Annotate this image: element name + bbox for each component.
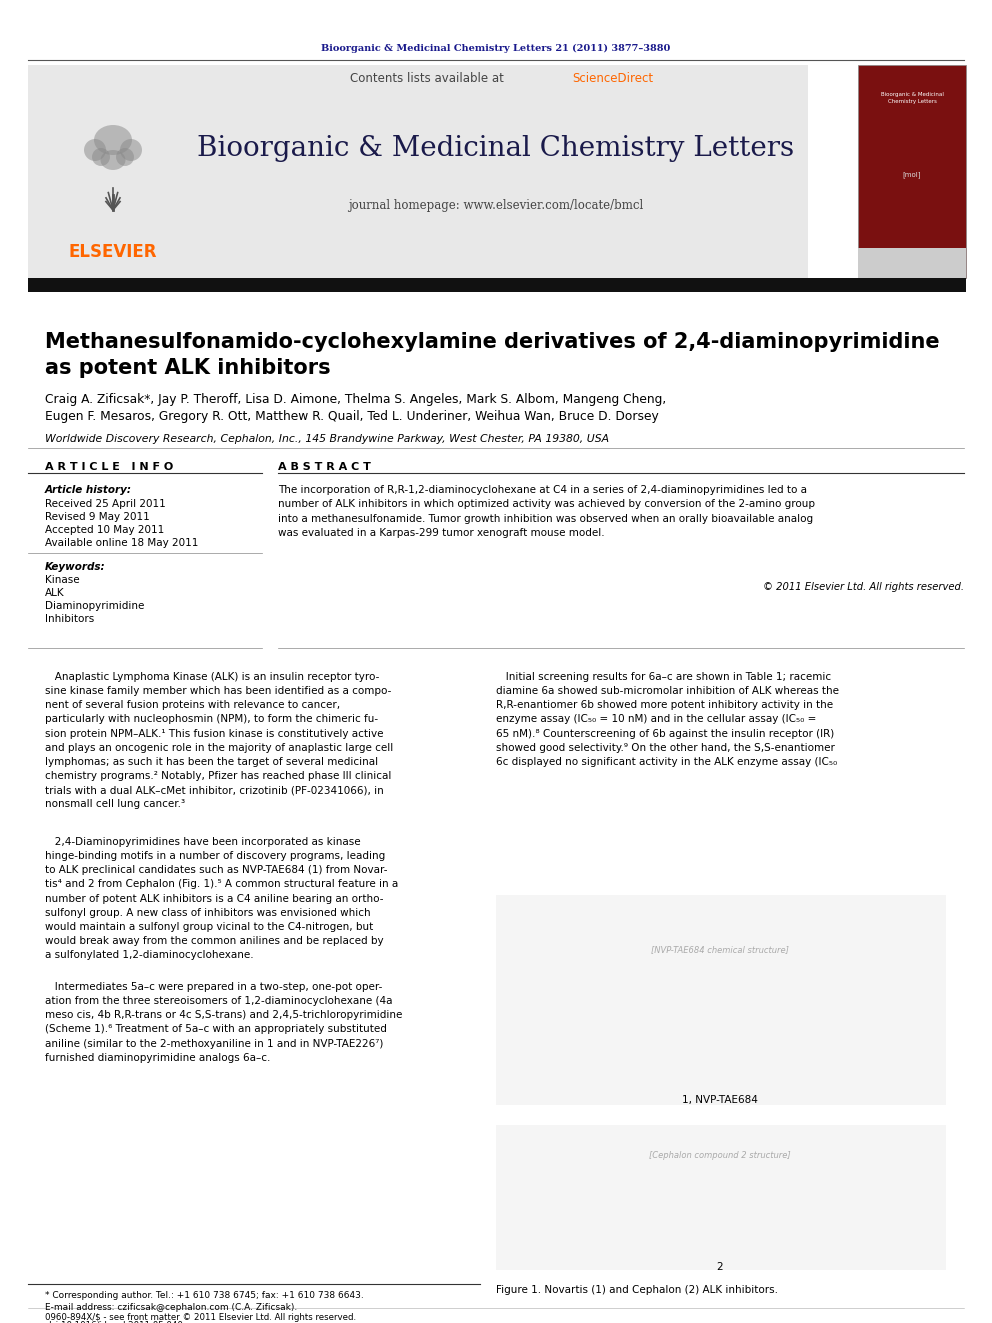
Text: doi:10.1016/j.bmcl.2011.05.040: doi:10.1016/j.bmcl.2011.05.040 bbox=[45, 1320, 183, 1323]
Text: Accepted 10 May 2011: Accepted 10 May 2011 bbox=[45, 525, 165, 534]
Text: Diaminopyrimidine: Diaminopyrimidine bbox=[45, 601, 145, 611]
Bar bbox=[496, 1125, 946, 1270]
Text: © 2011 Elsevier Ltd. All rights reserved.: © 2011 Elsevier Ltd. All rights reserved… bbox=[763, 582, 964, 591]
Text: Available online 18 May 2011: Available online 18 May 2011 bbox=[45, 538, 198, 548]
Text: Intermediates 5a–c were prepared in a two-step, one-pot oper-
ation from the thr: Intermediates 5a–c were prepared in a tw… bbox=[45, 982, 403, 1062]
Text: Anaplastic Lymphoma Kinase (ALK) is an insulin receptor tyro-
sine kinase family: Anaplastic Lymphoma Kinase (ALK) is an i… bbox=[45, 672, 393, 810]
Text: 2: 2 bbox=[716, 1262, 723, 1271]
Bar bbox=[858, 247, 966, 278]
Bar bbox=[28, 65, 808, 278]
Text: Kinase: Kinase bbox=[45, 576, 79, 585]
Text: 1, NVP-TAE684: 1, NVP-TAE684 bbox=[682, 1095, 758, 1105]
Bar bbox=[28, 65, 218, 278]
Text: A R T I C L E   I N F O: A R T I C L E I N F O bbox=[45, 462, 174, 472]
Ellipse shape bbox=[100, 149, 126, 169]
Bar bbox=[858, 65, 966, 278]
Bar bbox=[28, 278, 966, 292]
Text: [Cephalon compound 2 structure]: [Cephalon compound 2 structure] bbox=[649, 1151, 791, 1159]
Ellipse shape bbox=[94, 124, 132, 155]
Text: Inhibitors: Inhibitors bbox=[45, 614, 94, 624]
Text: Bioorganic & Medicinal Chemistry Letters: Bioorganic & Medicinal Chemistry Letters bbox=[197, 135, 795, 161]
Text: 0960-894X/$ - see front matter © 2011 Elsevier Ltd. All rights reserved.: 0960-894X/$ - see front matter © 2011 El… bbox=[45, 1312, 356, 1322]
Text: A B S T R A C T: A B S T R A C T bbox=[278, 462, 371, 472]
Text: ALK: ALK bbox=[45, 587, 64, 598]
Text: The incorporation of R,R-1,2-diaminocyclohexane at C4 in a series of 2,4-diamino: The incorporation of R,R-1,2-diaminocycl… bbox=[278, 486, 815, 538]
Ellipse shape bbox=[84, 139, 106, 161]
Text: ScienceDirect: ScienceDirect bbox=[572, 71, 653, 85]
Text: [mol]: [mol] bbox=[903, 172, 922, 179]
Text: Bioorganic & Medicinal Chemistry Letters 21 (2011) 3877–3880: Bioorganic & Medicinal Chemistry Letters… bbox=[321, 44, 671, 53]
Text: 2,4-Diaminopyrimidines have been incorporated as kinase
hinge-binding motifs in : 2,4-Diaminopyrimidines have been incorpo… bbox=[45, 837, 398, 960]
Text: Eugen F. Mesaros, Gregory R. Ott, Matthew R. Quail, Ted L. Underiner, Weihua Wan: Eugen F. Mesaros, Gregory R. Ott, Matthe… bbox=[45, 410, 659, 423]
Text: Initial screening results for 6a–c are shown in Table 1; racemic
diamine 6a show: Initial screening results for 6a–c are s… bbox=[496, 672, 839, 767]
Ellipse shape bbox=[116, 148, 134, 165]
Text: Article history:: Article history: bbox=[45, 486, 132, 495]
Text: Contents lists available at: Contents lists available at bbox=[350, 71, 508, 85]
Text: E-mail address: czificsak@cephalon.com (C.A. Zificsak).: E-mail address: czificsak@cephalon.com (… bbox=[45, 1303, 298, 1312]
Text: [NVP-TAE684 chemical structure]: [NVP-TAE684 chemical structure] bbox=[651, 946, 789, 954]
Text: Bioorganic & Medicinal
Chemistry Letters: Bioorganic & Medicinal Chemistry Letters bbox=[881, 93, 943, 103]
Text: Figure 1. Novartis (1) and Cephalon (2) ALK inhibitors.: Figure 1. Novartis (1) and Cephalon (2) … bbox=[496, 1285, 778, 1295]
Text: Methanesulfonamido-cyclohexylamine derivatives of 2,4-diaminopyrimidine
as poten: Methanesulfonamido-cyclohexylamine deriv… bbox=[45, 332, 939, 377]
Text: Keywords:: Keywords: bbox=[45, 562, 105, 572]
Text: Received 25 April 2011: Received 25 April 2011 bbox=[45, 499, 166, 509]
Text: Craig A. Zificsak*, Jay P. Theroff, Lisa D. Aimone, Thelma S. Angeles, Mark S. A: Craig A. Zificsak*, Jay P. Theroff, Lisa… bbox=[45, 393, 667, 406]
Text: Worldwide Discovery Research, Cephalon, Inc., 145 Brandywine Parkway, West Chest: Worldwide Discovery Research, Cephalon, … bbox=[45, 434, 609, 445]
Ellipse shape bbox=[92, 148, 110, 165]
Bar bbox=[496, 894, 946, 1105]
Text: Revised 9 May 2011: Revised 9 May 2011 bbox=[45, 512, 150, 523]
Ellipse shape bbox=[120, 139, 142, 161]
Text: journal homepage: www.elsevier.com/locate/bmcl: journal homepage: www.elsevier.com/locat… bbox=[348, 198, 644, 212]
Text: ELSEVIER: ELSEVIER bbox=[68, 243, 158, 261]
Text: * Corresponding author. Tel.: +1 610 738 6745; fax: +1 610 738 6643.: * Corresponding author. Tel.: +1 610 738… bbox=[45, 1291, 364, 1301]
